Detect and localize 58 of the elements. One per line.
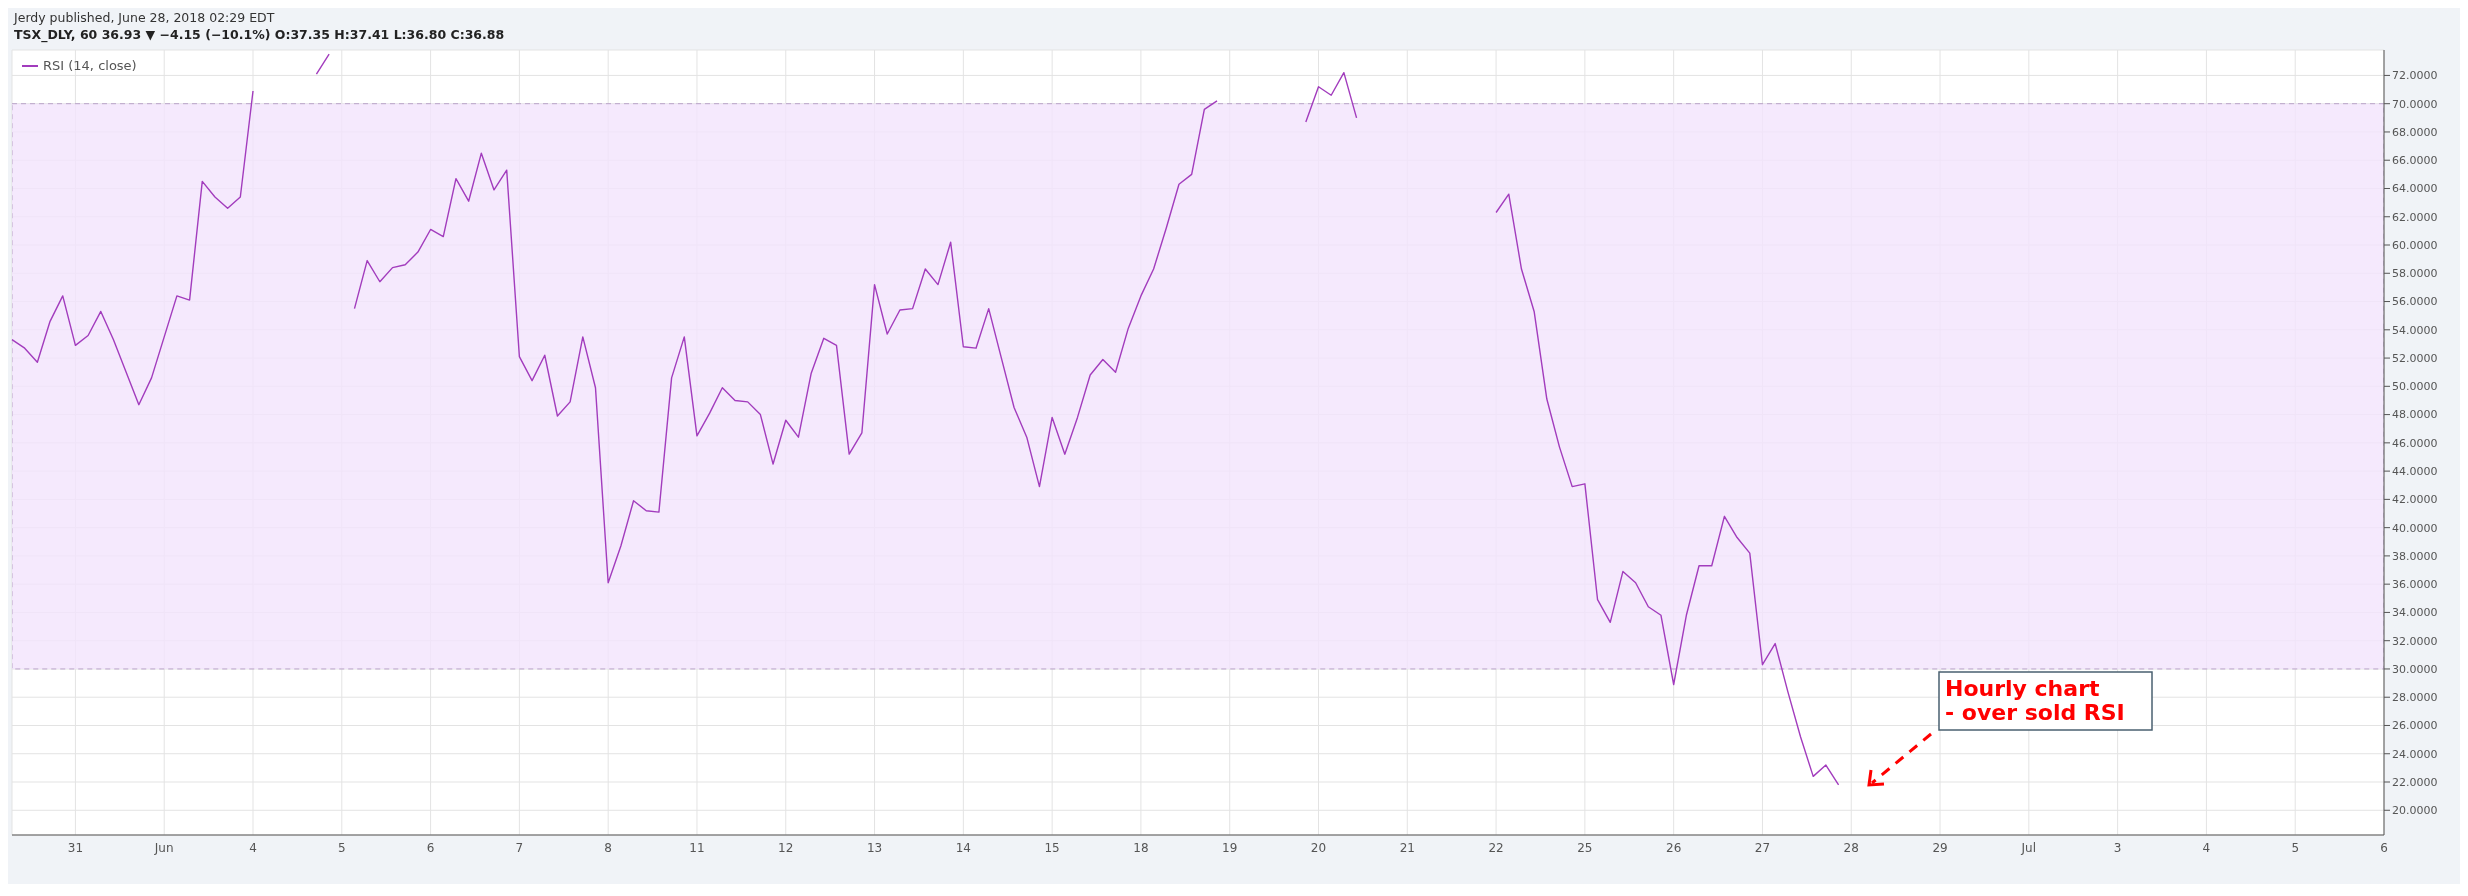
x-tick-label: Jul bbox=[2020, 840, 2037, 855]
y-tick-label: 28.0000 bbox=[2392, 691, 2438, 705]
y-tick-label: 62.0000 bbox=[2392, 210, 2438, 224]
x-tick-label: 19 bbox=[1222, 840, 1238, 855]
x-tick-label: 5 bbox=[2291, 840, 2300, 855]
x-tick-label: Jun bbox=[153, 840, 174, 855]
chart-title: Jerdy published, June 28, 2018 02:29 EDT bbox=[14, 10, 276, 25]
y-tick-label: 52.0000 bbox=[2392, 351, 2438, 365]
x-tick-label: 6 bbox=[426, 840, 435, 855]
x-tick-label: 28 bbox=[1843, 840, 1859, 855]
x-tick-label: 27 bbox=[1754, 840, 1771, 855]
x-tick-label: 29 bbox=[1932, 840, 1948, 855]
x-tick-label: 15 bbox=[1044, 840, 1060, 855]
x-tick-label: 12 bbox=[778, 840, 794, 855]
x-tick-label: 31 bbox=[67, 840, 84, 855]
x-tick-label: 18 bbox=[1133, 840, 1149, 855]
y-tick-label: 66.0000 bbox=[2392, 154, 2438, 168]
y-tick-label: 50.0000 bbox=[2392, 380, 2438, 394]
y-tick-label: 24.0000 bbox=[2392, 747, 2438, 761]
x-tick-label: 26 bbox=[1666, 840, 1682, 855]
y-tick-label: 40.0000 bbox=[2392, 521, 2438, 535]
y-tick-label: 54.0000 bbox=[2392, 323, 2438, 337]
x-tick-label: 5 bbox=[337, 840, 346, 855]
x-tick-label: 7 bbox=[515, 840, 524, 855]
y-tick-label: 56.0000 bbox=[2392, 295, 2438, 309]
y-tick-label: 38.0000 bbox=[2392, 549, 2438, 563]
legend-label: RSI (14, close) bbox=[42, 58, 137, 73]
y-tick-label: 68.0000 bbox=[2392, 125, 2438, 139]
y-tick-label: 64.0000 bbox=[2392, 182, 2438, 196]
y-tick-label: 20.0000 bbox=[2392, 804, 2438, 818]
x-tick-label: 13 bbox=[866, 840, 883, 855]
annotation: Hourly chart - over sold RSI bbox=[1945, 676, 2125, 725]
x-tick-label: 21 bbox=[1399, 840, 1415, 855]
x-tick-label: 22 bbox=[1488, 840, 1504, 855]
y-tick-label: 34.0000 bbox=[2392, 606, 2438, 620]
y-tick-label: 72.0000 bbox=[2392, 69, 2438, 83]
y-tick-label: 32.0000 bbox=[2392, 634, 2438, 648]
chart-subtitle: TSX_DLY, 60 36.93 ▼ −4.15 (−10.1%) O:37.35 H:37.41 L:36.80 C:36.88 bbox=[14, 27, 506, 42]
x-tick-label: 14 bbox=[955, 840, 971, 855]
x-tick-label: 20 bbox=[1310, 840, 1327, 855]
y-tick-label: 46.0000 bbox=[2392, 436, 2438, 450]
y-tick-label: 26.0000 bbox=[2392, 719, 2438, 733]
x-tick-label: 6 bbox=[2380, 840, 2388, 855]
y-tick-label: 44.0000 bbox=[2392, 465, 2438, 479]
y-tick-label: 70.0000 bbox=[2392, 97, 2438, 111]
y-tick-label: 36.0000 bbox=[2392, 578, 2438, 592]
x-tick-label: 4 bbox=[249, 840, 257, 855]
x-tick-label: 4 bbox=[2202, 840, 2211, 855]
x-tick-label: 3 bbox=[2113, 840, 2122, 855]
y-tick-label: 60.0000 bbox=[2392, 238, 2438, 252]
y-tick-label: 30.0000 bbox=[2392, 662, 2438, 676]
x-tick-label: 25 bbox=[1577, 840, 1593, 855]
x-tick-label: 11 bbox=[689, 840, 705, 855]
y-tick-label: 22.0000 bbox=[2392, 775, 2438, 789]
x-tick-label: 8 bbox=[604, 840, 612, 855]
y-tick-label: 58.0000 bbox=[2392, 267, 2438, 281]
y-tick-label: 42.0000 bbox=[2392, 493, 2438, 507]
y-tick-label: 48.0000 bbox=[2392, 408, 2438, 422]
